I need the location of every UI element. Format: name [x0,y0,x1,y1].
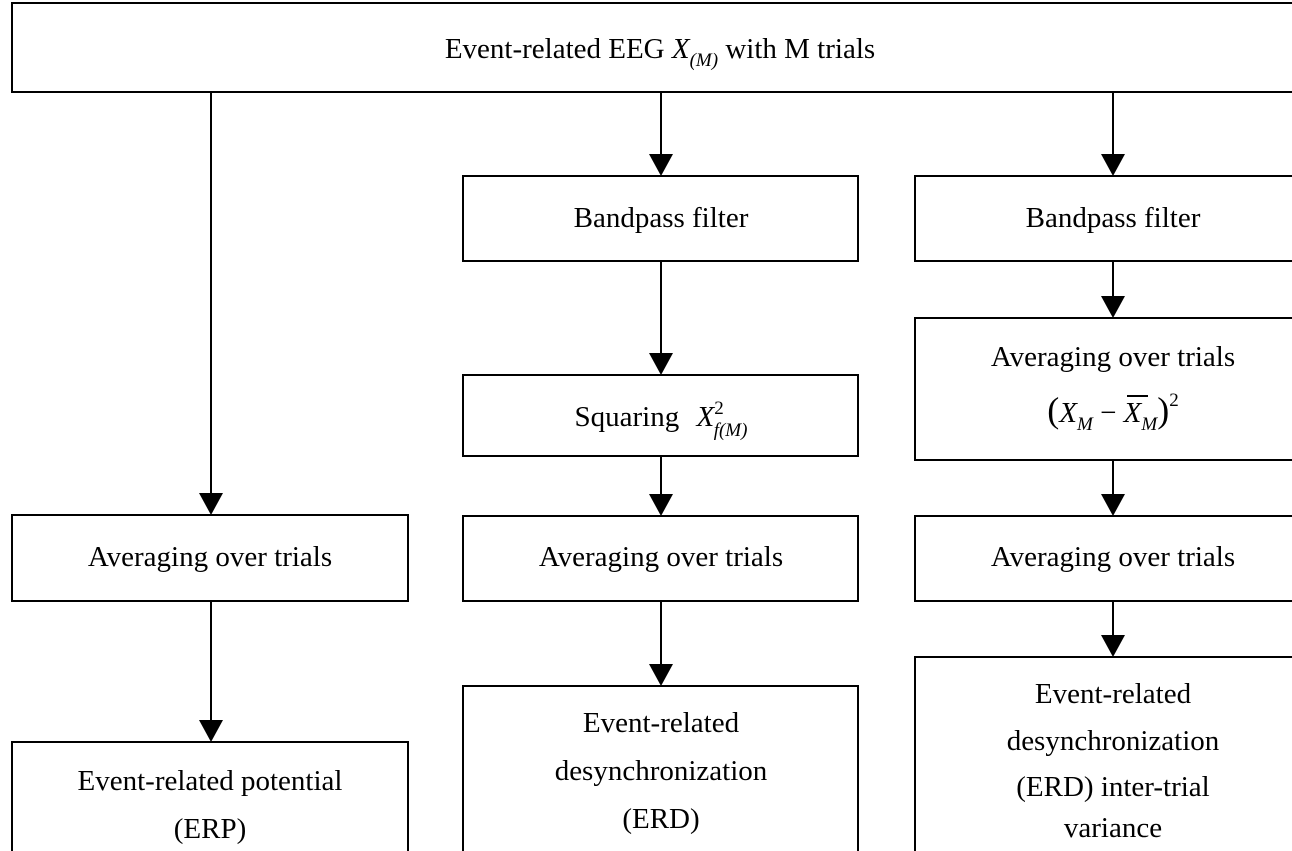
output-label: (ERD) inter-trial [1016,771,1209,803]
step-label: Averaging over trials [991,541,1235,573]
output-box [11,741,409,851]
arrowhead [199,720,223,742]
arrowhead [649,154,673,176]
output-label: desynchronization [555,755,768,787]
arrowhead [1101,296,1125,318]
input-box [11,2,1292,93]
step-box [462,515,859,602]
step-label: Bandpass filter [1026,202,1201,234]
output-label: desynchronization [1007,725,1220,757]
step-label: Bandpass filter [574,202,749,234]
output-label: Event-related potential [78,765,343,797]
step-box [914,317,1292,461]
step-box [462,175,859,262]
arrowhead [649,353,673,375]
output-box [914,656,1292,851]
formula: (XM − XM)2 [1047,390,1178,435]
step-box [914,175,1292,262]
step-label: Averaging over trials [539,541,783,573]
arrowhead [199,493,223,515]
connectors [199,92,1125,742]
step-label: Averaging over trials [88,541,332,573]
arrowhead [1101,635,1125,657]
step-label: Squaring X2 f(M) [575,398,748,441]
step-label: Averaging over trials [991,341,1235,373]
arrowhead [1101,154,1125,176]
output-label: Event-related [583,707,740,739]
arrowhead [1101,494,1125,516]
step-box [914,515,1292,602]
step-box [11,514,409,602]
arrowhead [649,494,673,516]
step-box [462,374,859,457]
output-label: (ERD) [622,803,699,835]
output-label: variance [1064,812,1162,844]
output-label: Event-related [1035,678,1192,710]
input-label: Event-related EEG X(M) with M trials [445,33,875,71]
arrowhead [649,664,673,686]
output-box [462,685,859,851]
output-label: (ERP) [174,813,247,845]
